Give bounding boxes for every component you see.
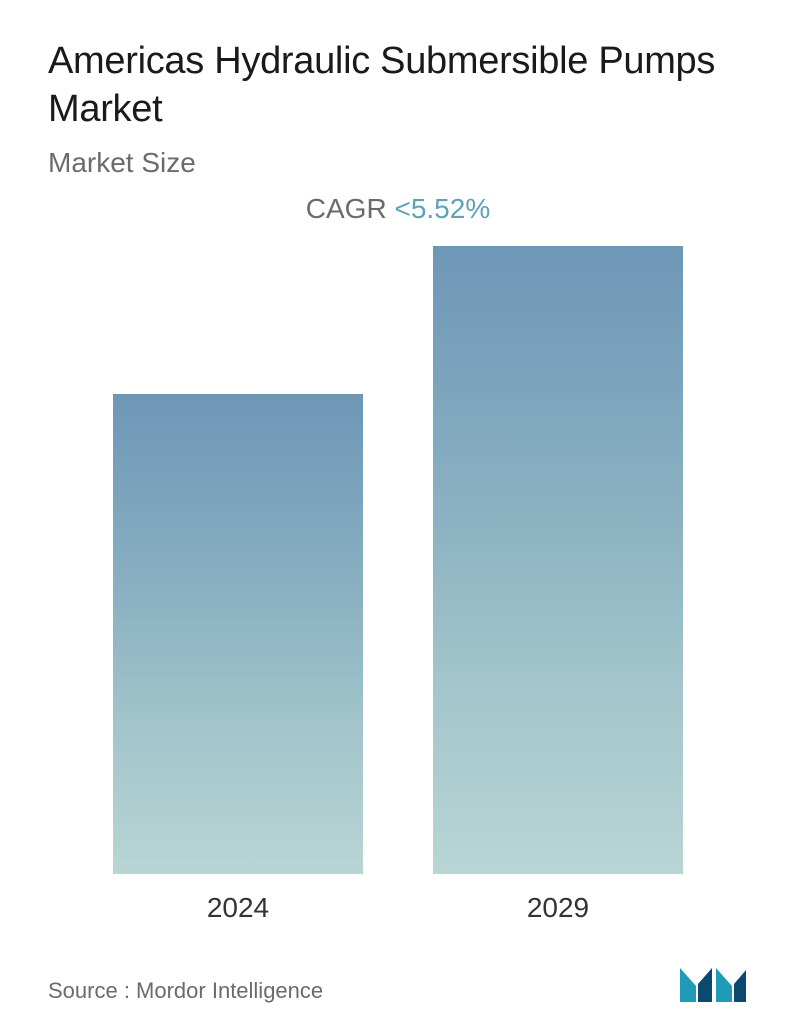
- bar-label-2024: 2024: [207, 892, 269, 924]
- cagr-value: <5.52%: [394, 193, 490, 224]
- chart-title: Americas Hydraulic Submersible Pumps Mar…: [48, 38, 748, 133]
- chart-footer: Source : Mordor Intelligence: [48, 954, 748, 1004]
- bar-group-2024: 2024: [78, 394, 398, 924]
- cagr-label: CAGR: [306, 193, 395, 224]
- chart-container: Americas Hydraulic Submersible Pumps Mar…: [0, 0, 796, 1034]
- mordor-logo-icon: [678, 960, 748, 1004]
- bar-2024: [113, 394, 363, 874]
- bar-label-2029: 2029: [527, 892, 589, 924]
- cagr-row: CAGR <5.52%: [48, 193, 748, 225]
- bar-2029: [433, 246, 683, 874]
- chart-plot-area: 2024 2029: [48, 235, 748, 924]
- bar-group-2029: 2029: [398, 246, 718, 924]
- source-text: Source : Mordor Intelligence: [48, 978, 323, 1004]
- chart-subtitle: Market Size: [48, 147, 748, 179]
